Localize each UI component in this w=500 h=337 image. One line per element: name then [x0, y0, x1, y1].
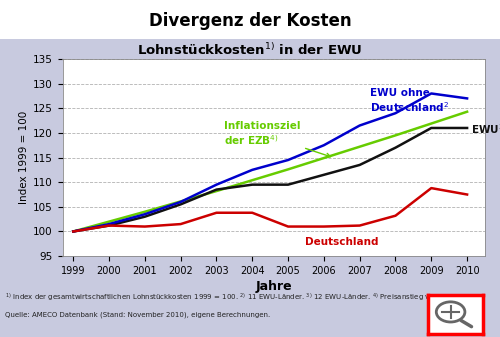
Text: Lohnstückkosten$^{1)}$ in der EWU: Lohnstückkosten$^{1)}$ in der EWU: [138, 42, 362, 58]
Text: Inflationsziel
der EZB$^{4)}$: Inflationsziel der EZB$^{4)}$: [224, 121, 330, 157]
Y-axis label: Index 1999 = 100: Index 1999 = 100: [18, 111, 28, 204]
Text: $^{1)}$ Index der gesamtwirtschaftlichen Lohnstückkosten 1999 = 100. $^{2)}$ 11 : $^{1)}$ Index der gesamtwirtschaftlichen…: [5, 292, 454, 304]
X-axis label: Jahre: Jahre: [256, 280, 292, 293]
Text: EWU$^{3)}$: EWU$^{3)}$: [470, 122, 500, 136]
Text: Deutschland: Deutschland: [305, 237, 378, 247]
Text: Divergenz der Kosten: Divergenz der Kosten: [148, 12, 352, 30]
Text: EWU ohne
Deutschland$^{2}$: EWU ohne Deutschland$^{2}$: [370, 88, 450, 114]
Text: Quelle: AMECO Datenbank (Stand: November 2010), eigene Berechnungen.: Quelle: AMECO Datenbank (Stand: November…: [5, 312, 270, 318]
